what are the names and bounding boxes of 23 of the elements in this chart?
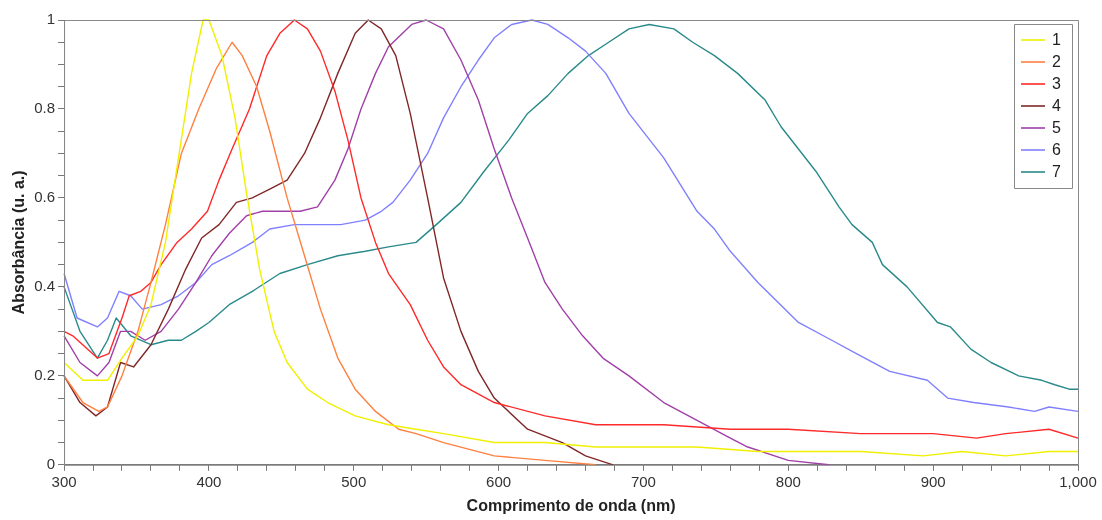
y-tick-label: 1 — [46, 10, 56, 28]
legend-label: 3 — [1052, 75, 1061, 93]
x-tick-label: 1,000 — [1059, 472, 1097, 490]
x-tick-label: 600 — [486, 472, 512, 490]
x-tick-label: 500 — [341, 472, 367, 490]
legend-label: 4 — [1052, 97, 1061, 115]
legend-label: 6 — [1052, 141, 1061, 159]
x-tick-label: 800 — [775, 472, 801, 490]
x-tick-label: 400 — [196, 472, 222, 490]
y-tick-label: 0.4 — [34, 277, 56, 295]
legend-label: 7 — [1052, 163, 1061, 181]
x-axis-title: Comprimento de onda (nm) — [466, 496, 676, 514]
y-tick-label: 0.8 — [34, 99, 56, 117]
legend-label: 2 — [1052, 53, 1061, 71]
y-tick-label: 0 — [46, 454, 56, 472]
x-tick-label: 300 — [51, 472, 77, 490]
x-tick-label: 900 — [920, 472, 946, 490]
y-tick-label: 0.6 — [34, 188, 56, 206]
y-tick-label: 0.2 — [34, 365, 56, 383]
legend-label: 1 — [1052, 31, 1061, 49]
y-axis-title: Absorbância (u. a.) — [10, 170, 28, 315]
legend-label: 5 — [1052, 119, 1061, 137]
x-tick-label: 700 — [630, 472, 656, 490]
